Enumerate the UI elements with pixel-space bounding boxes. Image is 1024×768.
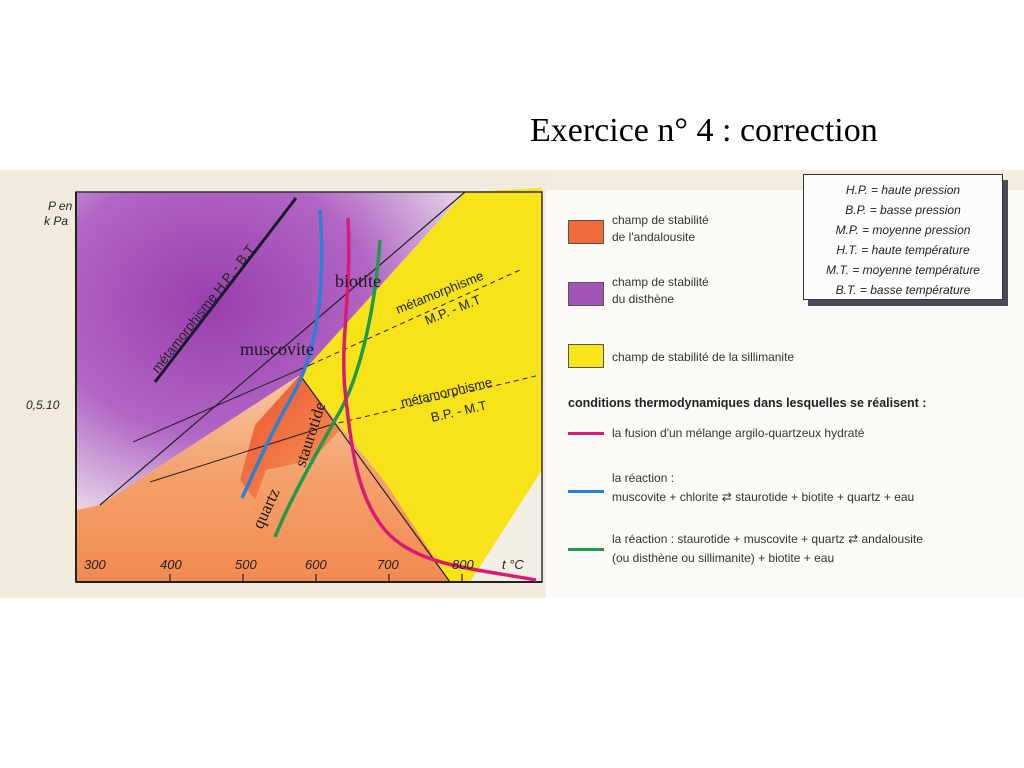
x-tick-500: 500 <box>235 557 257 572</box>
andalousite-sillimanite-boundary <box>299 374 451 583</box>
y-tick-label: 0,5.10 <box>26 398 60 412</box>
reaction1-legend-title: la réaction : <box>612 471 675 485</box>
y-axis-label-2: k Pa <box>44 214 68 228</box>
bp-mt-line <box>149 424 331 483</box>
andalousite-field-faded <box>76 375 465 582</box>
abbr-mt: M.T. = moyenne température <box>826 263 980 277</box>
phase-diagram: P en k Pa 0,5.10 300 400 500 600 700 800… <box>0 170 546 598</box>
reaction2-curve <box>273 239 382 538</box>
abbr-bt: B.T. = basse température <box>835 283 971 297</box>
sillimanite-field <box>300 188 542 582</box>
mp-mt-line <box>132 364 311 443</box>
andalousite-legend-2: de l'andalousite <box>612 230 696 244</box>
disthene-legend-2: du disthène <box>612 292 675 306</box>
fusion-curve <box>342 217 537 582</box>
x-axis-ticks <box>169 574 463 582</box>
reaction2-legend-line1: la réaction : staurotide + muscovite + q… <box>612 532 923 546</box>
x-tick-600: 600 <box>305 557 327 572</box>
disthene-swatch <box>568 282 604 306</box>
slide-title: Exercice n° 4 : correction <box>530 112 878 149</box>
disthene-sillimanite-boundary <box>99 191 466 506</box>
abbr-mp: M.P. = moyenne pression <box>835 223 971 237</box>
abbr-bp: B.P. = basse pression <box>845 203 961 217</box>
andalousite-swatch <box>568 220 604 244</box>
x-tick-labels: 300 400 500 600 700 800 <box>84 557 474 572</box>
biotite-label: biotite <box>335 271 381 291</box>
abbreviations-box: H.P. = haute pression B.P. = basse press… <box>803 174 1003 300</box>
x-tick-300: 300 <box>84 557 106 572</box>
abbr-hp: H.P. = haute pression <box>845 183 961 197</box>
reaction2-legend-line2: (ou disthène ou sillimanite) + biotite +… <box>612 551 835 565</box>
fusion-legend: la fusion d'un mélange argilo-quartzeux … <box>612 426 865 440</box>
reaction1-legend-equation: muscovite + chlorite ⇄ staurotide + biot… <box>612 490 915 504</box>
sillimanite-swatch <box>568 344 604 368</box>
hp-bt-line <box>153 197 298 383</box>
x-axis-label: t °C <box>502 557 524 572</box>
muscovite-label: muscovite <box>240 339 314 359</box>
reaction1-legend-line <box>568 490 604 493</box>
disthene-legend-1: champ de stabilité <box>612 275 709 289</box>
scanned-figure: P en k Pa 0,5.10 300 400 500 600 700 800… <box>0 170 1024 598</box>
abbr-ht: H.T. = haute température <box>836 243 970 257</box>
x-tick-700: 700 <box>377 557 399 572</box>
x-tick-800: 800 <box>452 557 474 572</box>
x-tick-400: 400 <box>160 557 182 572</box>
andalousite-legend-1: champ de stabilité <box>612 213 709 227</box>
reaction1-curve <box>240 209 324 499</box>
reaction2-legend-line <box>568 548 604 551</box>
y-axis-label-1: P en <box>48 199 73 213</box>
sillimanite-legend: champ de stabilité de la sillimanite <box>612 350 795 364</box>
disthene-field <box>76 192 465 510</box>
fusion-legend-line <box>568 432 604 435</box>
conditions-title: conditions thermodynamiques dans lesquel… <box>568 396 927 410</box>
